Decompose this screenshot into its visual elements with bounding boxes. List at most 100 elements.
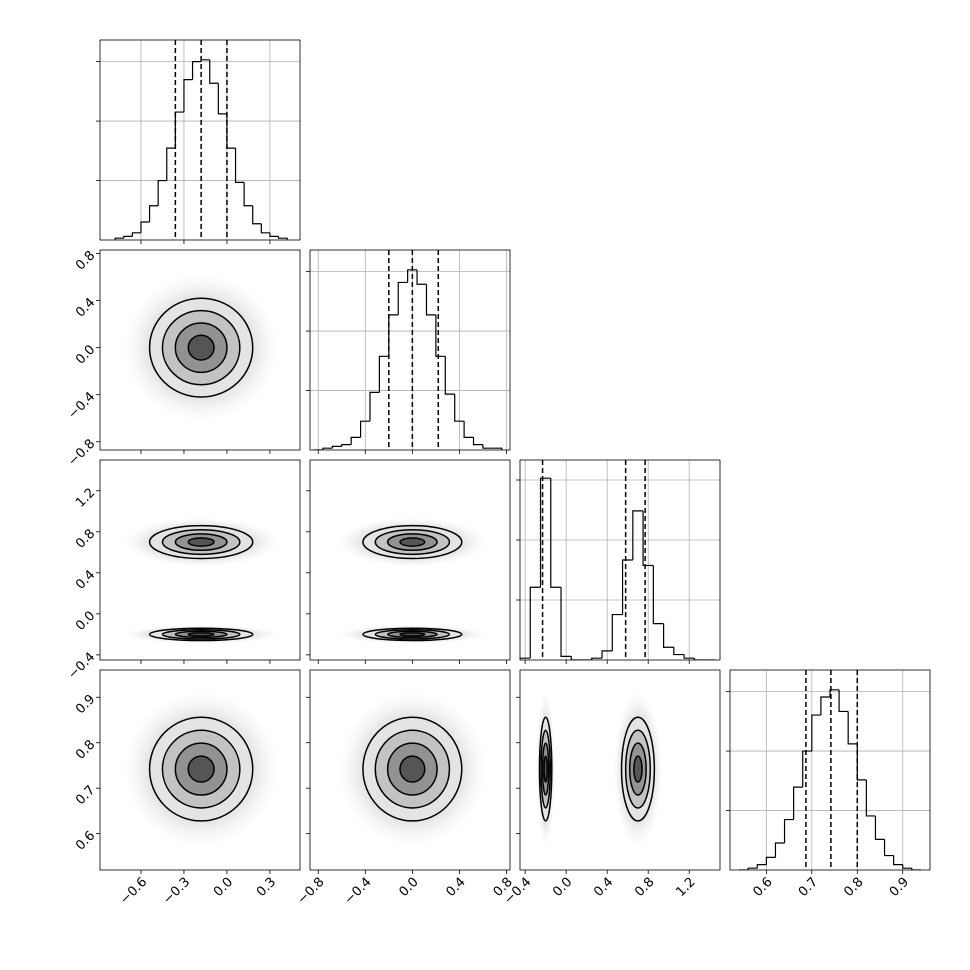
y-tick-label: 0.6 bbox=[73, 828, 98, 853]
histogram-bin bbox=[520, 657, 531, 660]
x-tick-label: 0.8 bbox=[841, 875, 866, 900]
histogram-bin bbox=[847, 711, 858, 745]
panel-frame bbox=[99, 39, 301, 241]
histogram-bin bbox=[183, 79, 193, 113]
histogram-bin bbox=[683, 654, 695, 659]
histogram-bin bbox=[783, 818, 794, 843]
contour bbox=[187, 537, 215, 547]
contour bbox=[541, 742, 550, 796]
histogram-bin bbox=[560, 587, 572, 657]
histogram-bin bbox=[492, 447, 503, 450]
histogram-bin bbox=[463, 421, 474, 438]
contour bbox=[633, 755, 643, 783]
x-tick-label: 0.0 bbox=[550, 875, 575, 900]
y-tick-label: −0.4 bbox=[65, 650, 98, 683]
histogram-bin bbox=[802, 750, 812, 788]
panel-frame bbox=[309, 669, 511, 871]
contour bbox=[399, 537, 426, 547]
histogram-bin bbox=[166, 147, 176, 181]
contour bbox=[374, 528, 451, 556]
contour bbox=[620, 716, 656, 822]
histogram-bin bbox=[865, 779, 876, 817]
contour bbox=[374, 729, 451, 809]
density-fill bbox=[188, 756, 215, 783]
histogram-bin bbox=[756, 863, 767, 869]
histogram-bin bbox=[747, 867, 758, 870]
histogram-bin bbox=[114, 237, 124, 240]
histogram-bin bbox=[652, 565, 664, 625]
density-panel bbox=[123, 691, 279, 847]
histogram-bin bbox=[191, 61, 202, 80]
histogram-bin bbox=[874, 815, 885, 840]
density-panel bbox=[123, 273, 279, 422]
contour bbox=[399, 632, 426, 637]
histogram-bin bbox=[359, 420, 370, 438]
x-tick-label: 0.4 bbox=[443, 875, 468, 900]
histogram-bin bbox=[632, 510, 644, 560]
contour bbox=[624, 729, 652, 809]
histogram-bin bbox=[131, 232, 141, 237]
histogram-bin bbox=[397, 281, 408, 315]
histogram-bin bbox=[243, 182, 253, 207]
contour bbox=[174, 742, 228, 796]
histogram-bin bbox=[570, 656, 582, 660]
histogram-bin bbox=[591, 657, 603, 660]
histogram-bin bbox=[482, 444, 493, 449]
density-panel bbox=[338, 517, 487, 644]
histogram-bin bbox=[601, 650, 613, 659]
contour bbox=[161, 309, 241, 386]
contour bbox=[540, 729, 552, 809]
y-tick-label: 0.7 bbox=[73, 783, 98, 808]
histogram-bin bbox=[407, 269, 418, 283]
contour bbox=[386, 630, 438, 639]
contour bbox=[628, 742, 647, 796]
contour bbox=[161, 729, 241, 809]
histogram-bin bbox=[642, 510, 654, 567]
density-fill bbox=[633, 756, 643, 783]
histogram-bin bbox=[148, 205, 159, 222]
contour bbox=[374, 628, 451, 640]
histogram-bin bbox=[157, 179, 167, 206]
y-tick-label: 0.4 bbox=[73, 568, 98, 593]
histogram-bin bbox=[209, 59, 219, 84]
density-fill bbox=[188, 537, 215, 547]
histogram-bin bbox=[902, 864, 912, 869]
panel-frame bbox=[309, 249, 511, 451]
x-tick-label: −0.6 bbox=[117, 875, 150, 908]
y-tick-label: 0.4 bbox=[73, 295, 98, 320]
y-tick-label: −0.8 bbox=[65, 436, 98, 469]
y-tick-label: 0.0 bbox=[73, 609, 98, 634]
contour bbox=[161, 528, 241, 556]
histogram-bin bbox=[416, 269, 427, 285]
y-tick-label: 0.8 bbox=[73, 526, 98, 551]
histogram-bin bbox=[673, 647, 685, 656]
histogram-bin bbox=[140, 221, 150, 233]
contour bbox=[174, 322, 228, 374]
histogram-bin bbox=[911, 868, 921, 870]
histogram-bin bbox=[425, 284, 436, 316]
contour bbox=[538, 716, 553, 822]
contour bbox=[148, 524, 254, 560]
histogram bbox=[313, 250, 503, 450]
y-tick-label: 0.8 bbox=[73, 737, 98, 762]
panel-frame bbox=[519, 669, 721, 871]
panel-frame bbox=[729, 669, 931, 871]
panel-frame bbox=[519, 459, 721, 661]
x-tick-label: 0.7 bbox=[796, 875, 821, 900]
contour bbox=[543, 755, 548, 783]
density-panel bbox=[338, 691, 487, 847]
contour bbox=[148, 627, 254, 642]
histogram-bin bbox=[856, 743, 867, 781]
histogram-bin bbox=[378, 355, 389, 393]
histogram-bin bbox=[252, 205, 262, 225]
histogram-bin bbox=[277, 236, 288, 240]
x-tick-label: 0.8 bbox=[632, 875, 657, 900]
x-tick-label: −0.8 bbox=[295, 875, 328, 908]
y-tick-label: −0.4 bbox=[65, 389, 98, 422]
histogram-bin bbox=[765, 856, 776, 865]
density-fill bbox=[400, 537, 425, 547]
contour bbox=[386, 742, 438, 796]
histogram-bin bbox=[662, 623, 674, 648]
histogram-bin bbox=[234, 148, 245, 183]
